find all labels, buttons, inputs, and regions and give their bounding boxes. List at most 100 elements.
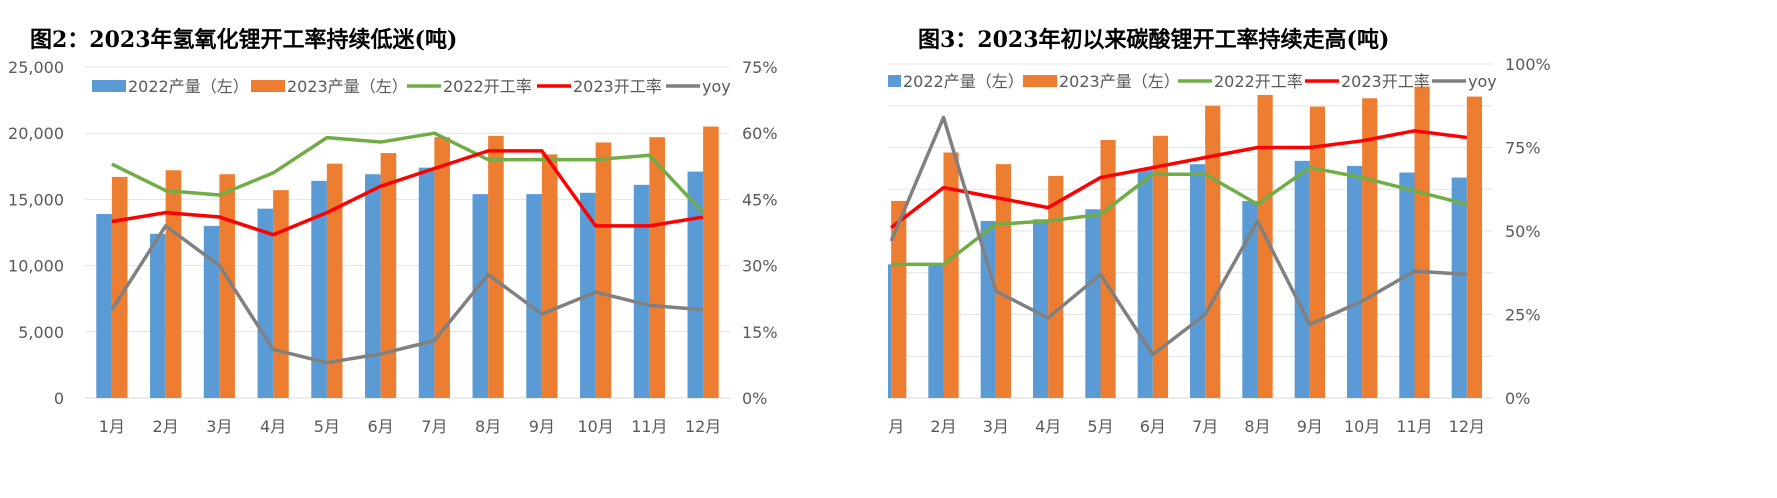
- right-axis-tick-label: 100%: [1505, 55, 1551, 74]
- legend-swatch: [888, 75, 901, 87]
- right-axis-tick-label: 45%: [742, 190, 778, 209]
- x-axis-tick-label: 7月: [421, 417, 447, 436]
- bar: [1032, 219, 1049, 398]
- bar: [165, 170, 182, 398]
- legend-swatch: [92, 80, 126, 92]
- x-axis-tick-label: 12月: [685, 417, 721, 436]
- bar: [1152, 135, 1169, 398]
- x-axis-tick-label: 10月: [1344, 417, 1380, 436]
- bar: [1205, 105, 1221, 398]
- bar: [1309, 106, 1326, 399]
- bar: [219, 174, 235, 398]
- series-line: [890, 129, 1468, 230]
- bar: [649, 137, 665, 398]
- x-axis-ticks: 1月 2月 3月 4月 5月 6月 7月 8月 9月 10月 11月 12月: [888, 417, 1485, 436]
- bar-series: [111, 126, 719, 398]
- x-axis-tick-label: 1月: [99, 417, 125, 436]
- left-axis-tick-label: 25,000: [8, 58, 64, 77]
- x-axis-tick-label: 5月: [1087, 417, 1113, 436]
- x-axis-tick-label: 11月: [631, 417, 667, 436]
- bar: [888, 264, 892, 398]
- left-axis-tick-label: 15,000: [8, 190, 64, 209]
- bar: [943, 152, 959, 398]
- right-axis-tick-label: 0%: [742, 389, 767, 408]
- legend-swatch: [1023, 75, 1057, 87]
- x-axis-tick-label: 10月: [577, 417, 613, 436]
- series-line: [111, 149, 704, 237]
- chart-panel-lithium-hydroxide: 0 5,000 10,000 15,000 20,000 25,000 0% 15% 30% 45…: [0, 0, 880, 498]
- bar: [488, 135, 504, 398]
- x-axis-tick-label: 5月: [314, 417, 340, 436]
- left-axis-tick-label: 10,000: [8, 257, 64, 276]
- bar: [418, 167, 435, 398]
- bar: [150, 233, 166, 398]
- x-axis-tick-label: 4月: [260, 417, 286, 436]
- bar: [541, 154, 558, 398]
- right-axis-tick-label: 75%: [742, 58, 778, 77]
- right-axis-ticks: 0% 25% 50% 75% 100%: [1505, 55, 1551, 408]
- line-series: [110, 224, 704, 365]
- right-axis-tick-label: 30%: [742, 257, 778, 276]
- bar: [1451, 177, 1467, 398]
- chart-panel-lithium-carbonate: 05,00010,00015,00020,00025,00030,00035,0…: [888, 0, 1768, 498]
- gridlines: [888, 63, 1493, 399]
- bar: [633, 184, 650, 398]
- x-axis-tick-label: 8月: [1244, 417, 1270, 436]
- bar: [273, 190, 289, 398]
- legend-label: 2023产量（左）: [287, 77, 408, 96]
- bar: [526, 194, 542, 398]
- legend-label: yoy: [1468, 72, 1497, 91]
- legend-label: 2023产量（左）: [1059, 72, 1180, 91]
- legend-label: yoy: [702, 77, 731, 96]
- line-series: [891, 165, 1468, 267]
- bar: [928, 263, 944, 398]
- bar: [1399, 172, 1415, 398]
- x-axis-tick-label: 9月: [529, 417, 555, 436]
- legend-label: 2022产量（左）: [903, 72, 1024, 91]
- bar: [111, 176, 128, 398]
- bar: [1137, 168, 1153, 398]
- right-axis-tick-label: 60%: [742, 124, 778, 143]
- right-axis-tick-label: 75%: [1505, 139, 1541, 158]
- chart-title: 图3：2023年初以来碳酸锂开工率持续走高(吨): [918, 27, 1390, 53]
- right-axis-tick-label: 0%: [1505, 389, 1530, 408]
- line-series: [890, 129, 1468, 230]
- series-line: [889, 115, 1467, 357]
- bar: [203, 225, 220, 398]
- x-axis-tick-label: 1月: [888, 417, 904, 436]
- x-axis-tick-label: 3月: [206, 417, 232, 436]
- right-axis-tick-label: 50%: [1505, 222, 1541, 241]
- line-series: [889, 115, 1467, 357]
- legend-label: 2022开工率: [443, 77, 532, 96]
- legend-label: 2023开工率: [1341, 72, 1430, 91]
- bar: [1242, 200, 1258, 398]
- legend-label: 2022产量（左）: [128, 77, 249, 96]
- bar: [687, 171, 704, 398]
- bar: [1294, 160, 1310, 398]
- bar: [311, 180, 327, 398]
- x-axis-tick-label: 4月: [1035, 417, 1061, 436]
- legend: 2022产量（左） 2023产量（左） 2022开工率 2023开工率 yoy: [92, 77, 731, 96]
- bar: [257, 208, 274, 398]
- chart-lithium-hydroxide: 0 5,000 10,000 15,000 20,000 25,000 0% 15% 30% 45…: [8, 58, 778, 436]
- x-axis-tick-label: 2月: [153, 417, 179, 436]
- right-axis-tick-label: 25%: [1505, 306, 1541, 325]
- chart-title: 图2：2023年氢氧化锂开工率持续低迷(吨): [30, 27, 458, 53]
- left-axis-tick-label: 0: [54, 389, 64, 408]
- bar: [980, 220, 996, 398]
- bar: [326, 163, 343, 398]
- bar: [1362, 98, 1378, 399]
- line-series: [111, 149, 704, 237]
- x-axis-tick-label: 2月: [930, 417, 956, 436]
- bar: [703, 126, 719, 398]
- gridlines: [85, 66, 730, 399]
- chart-lithium-carbonate: 05,00010,00015,00020,00025,00030,00035,0…: [888, 55, 1551, 436]
- legend-label: 2023开工率: [573, 77, 662, 96]
- bar: [380, 153, 397, 398]
- bar: [1257, 94, 1273, 399]
- bar: [1346, 165, 1363, 398]
- legend: 2022产量（左） 2023产量（左） 2022开工率 2023开工率 yoy: [888, 72, 1497, 91]
- x-axis-tick-label: 11月: [1396, 417, 1432, 436]
- bar: [1189, 164, 1206, 398]
- bar: [1048, 175, 1064, 398]
